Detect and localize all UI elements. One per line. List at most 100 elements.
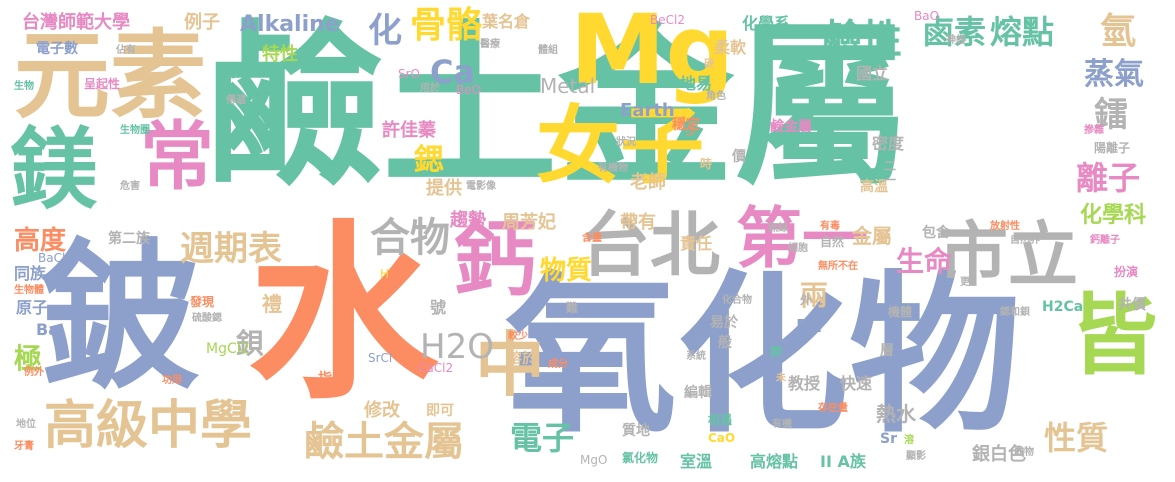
cloud-word: 電影像	[466, 181, 496, 192]
cloud-word: 鍶	[414, 143, 444, 178]
cloud-word: Alkaline	[240, 12, 340, 37]
cloud-word: 柔軟	[714, 38, 747, 57]
cloud-word: 自然	[820, 235, 845, 249]
cloud-word: 常	[140, 114, 214, 200]
cloud-word: 扮演	[1114, 265, 1139, 279]
cloud-word: 易於	[710, 315, 738, 331]
cloud-word: 角色	[706, 91, 726, 102]
cloud-word: 穩定	[672, 117, 700, 133]
cloud-word: Mg	[570, 0, 735, 106]
cloud-word: 熱水	[876, 402, 916, 426]
cloud-word: 禮	[262, 292, 282, 316]
cloud-word: 市立	[938, 214, 1078, 296]
cloud-word: 溶於	[508, 351, 536, 367]
cloud-word: 醫療	[480, 39, 500, 50]
cloud-word: 生命	[896, 245, 953, 278]
cloud-word: 電子數	[36, 41, 78, 57]
cloud-word: 細胞	[788, 243, 808, 254]
cloud-word: 鈹	[40, 224, 201, 411]
cloud-word: 化	[368, 11, 402, 51]
cloud-word: 第二族	[108, 231, 150, 247]
cloud-word: Metal	[540, 74, 596, 98]
cloud-word: 顯影	[906, 451, 926, 462]
cloud-word: 生物體	[14, 285, 44, 296]
cloud-word: 更	[960, 277, 970, 288]
cloud-word: 層	[880, 343, 894, 359]
cloud-word: 有機物	[598, 163, 628, 174]
cloud-word: 鈉	[222, 65, 236, 81]
cloud-word: 電子	[510, 419, 575, 457]
cloud-word: 時	[700, 157, 713, 171]
cloud-word: CaCl2	[418, 361, 454, 375]
cloud-word: 地位	[16, 419, 36, 430]
cloud-word: 例外	[24, 367, 44, 378]
cloud-word: 骨骼	[410, 5, 483, 46]
cloud-word: 編輯	[684, 385, 712, 401]
cloud-word: 地易	[680, 74, 713, 93]
cloud-word: 存在量	[818, 403, 848, 414]
cloud-word: 責任	[680, 234, 713, 253]
cloud-word: H2Ca	[1042, 299, 1084, 315]
cloud-word: 離子	[1076, 159, 1141, 197]
cloud-word: 未	[776, 373, 786, 384]
cloud-word: 兩	[800, 279, 829, 312]
cloud-word: 鹼土金屬	[206, 5, 911, 210]
cloud-word: 氧化物	[505, 255, 1021, 456]
cloud-word: 鹵素	[922, 13, 987, 51]
cloud-word: 葉名倉	[482, 12, 531, 31]
cloud-word: 成分	[548, 359, 568, 370]
cloud-word: 體組	[538, 45, 558, 56]
cloud-word: 鍶和鋇	[1000, 307, 1030, 318]
cloud-word: 極	[14, 342, 43, 375]
cloud-word: 帶有	[620, 212, 656, 233]
cloud-word: BeO	[456, 83, 482, 97]
cloud-word: 同族	[14, 264, 47, 283]
cloud-word: 水	[248, 204, 439, 425]
cloud-word: 包含	[922, 225, 950, 241]
cloud-word: 佔有	[116, 45, 136, 56]
cloud-word: Ca	[430, 53, 476, 91]
cloud-word: 質地	[622, 423, 650, 439]
cloud-word: 原子	[16, 298, 49, 317]
cloud-word: 較少	[508, 331, 528, 342]
cloud-word: 金屬	[852, 224, 892, 248]
cloud-word: 女子	[536, 97, 705, 195]
cloud-word: 密度	[872, 134, 905, 153]
cloud-word: 鐳	[1094, 95, 1128, 135]
cloud-word: Sr	[880, 431, 897, 447]
cloud-word: 特性	[262, 44, 298, 65]
cloud-word: 鎂	[10, 118, 99, 221]
cloud-word: 硫酸鍶	[192, 313, 222, 324]
cloud-word: 鋇	[236, 327, 265, 360]
cloud-word: II A族	[820, 452, 866, 471]
cloud-word: 硬	[704, 59, 714, 70]
cloud-word: 台灣師範大學	[22, 12, 130, 33]
cloud-word: 化合物	[722, 295, 752, 306]
cloud-word: 例子	[184, 12, 220, 33]
cloud-word: 化學系	[742, 14, 791, 33]
cloud-word: 生物	[14, 81, 34, 92]
cloud-word: 皆	[1070, 284, 1159, 387]
cloud-word: 提供	[426, 178, 462, 199]
cloud-word: MgCl2	[206, 341, 250, 357]
cloud-word: BaCl	[38, 251, 66, 265]
cloud-word: 許佳蓁	[382, 120, 436, 141]
cloud-word: 價	[732, 149, 746, 165]
cloud-word: 修改	[364, 400, 400, 421]
cloud-word: 氫	[1100, 11, 1137, 52]
cloud-word: 性質	[1044, 419, 1109, 457]
cloud-word: 教授	[788, 374, 821, 393]
cloud-word: 機體	[888, 305, 913, 319]
cloud-word: 即可	[426, 403, 454, 419]
cloud-word: 鹼金屬	[770, 119, 812, 135]
cloud-word: 鹼性	[822, 17, 902, 63]
cloud-word: 牙膏	[14, 441, 34, 452]
cloud-word: 鈣	[454, 213, 537, 308]
cloud-word: 有毒	[820, 221, 840, 232]
cloud-word: 鹼土金屬	[304, 419, 464, 465]
cloud-word: 共價	[1118, 297, 1146, 313]
cloud-word: 溶	[904, 435, 914, 446]
cloud-word: 有機	[772, 419, 792, 430]
cloud-word: 摻雜	[1084, 125, 1104, 136]
cloud-word: 狀況	[616, 137, 636, 148]
